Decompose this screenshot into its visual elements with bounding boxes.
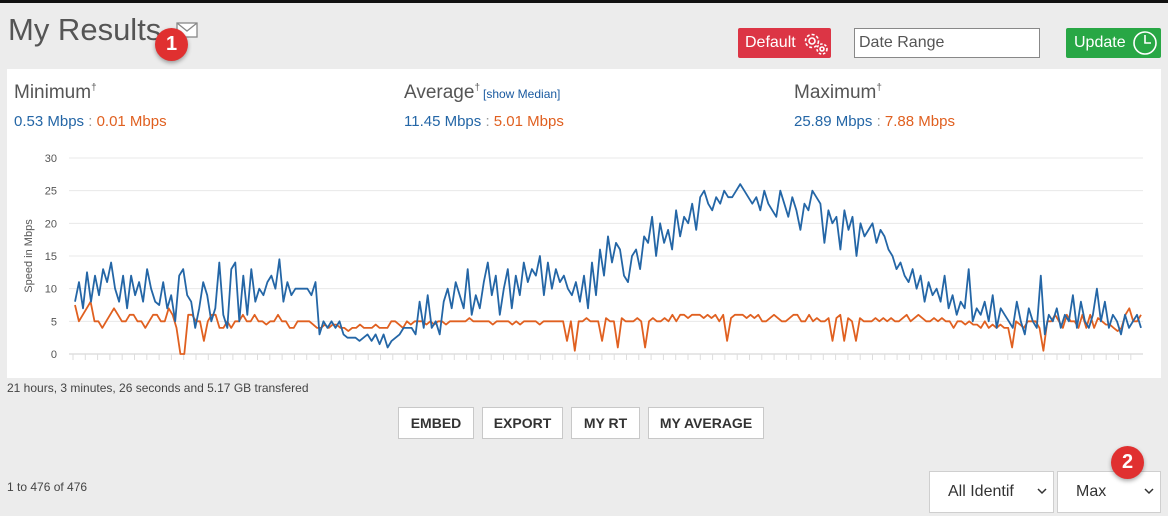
maximum-marker: † [876, 82, 882, 94]
speed-chart: 0 5 10 15 20 25 30 Speed in Mbps [23, 153, 1143, 361]
update-button[interactable]: Update [1066, 28, 1161, 58]
y-tick-label: 30 [45, 153, 57, 165]
y-tick-label: 15 [45, 251, 57, 263]
average-upload: 5.01 Mbps [493, 113, 564, 130]
chevron-down-icon [1144, 488, 1154, 495]
date-range-input[interactable] [854, 28, 1040, 58]
embed-button[interactable]: EMBED [398, 407, 474, 439]
my-average-button[interactable]: MY AVERAGE [648, 407, 764, 439]
minimum-label: Minimum [14, 82, 92, 103]
show-median-link[interactable]: [show Median] [483, 87, 561, 101]
y-tick-label: 0 [51, 349, 57, 361]
average-download: 11.45 Mbps [404, 113, 482, 130]
export-button[interactable]: EXPORT [482, 407, 563, 439]
chevron-down-icon [1037, 488, 1047, 495]
step-badge-2: 2 [1111, 446, 1144, 479]
maximum-label: Maximum [794, 82, 877, 103]
minimum-stat: Minimum† 0.53 Mbps : 0.01 Mbps [14, 82, 167, 130]
minimum-upload: 0.01 Mbps [96, 113, 167, 130]
transfer-summary: 21 hours, 3 minutes, 26 seconds and 5.17… [7, 381, 309, 395]
identifier-select-value: All Identif [948, 483, 1014, 500]
y-axis-label: Speed in Mbps [23, 219, 35, 293]
top-border [0, 0, 1168, 3]
average-separator: : [485, 113, 490, 130]
step-badge-1: 1 [155, 28, 188, 61]
maximum-separator: : [876, 113, 881, 130]
minimum-download: 0.53 Mbps [14, 113, 85, 130]
default-button-label: Default [745, 34, 796, 51]
maximum-stat: Maximum† 25.89 Mbps : 7.88 Mbps [794, 82, 955, 130]
y-tick-label: 20 [45, 218, 57, 230]
page-title: My Results [8, 12, 162, 47]
y-tick-label: 25 [45, 186, 57, 198]
y-tick-label: 5 [51, 316, 57, 328]
my-rt-button[interactable]: MY RT [571, 407, 640, 439]
maximum-upload: 7.88 Mbps [884, 113, 955, 130]
default-button[interactable]: Default [738, 28, 831, 58]
upload-series-line [74, 300, 1142, 355]
minimum-marker: † [91, 82, 97, 94]
gears-icon [804, 33, 828, 55]
metric-select-value: Max [1076, 483, 1107, 500]
identifier-select[interactable]: All Identif [929, 471, 1054, 513]
average-label: Average [404, 82, 475, 103]
y-tick-label: 10 [45, 284, 57, 296]
average-stat: Average† [show Median] 11.45 Mbps : 5.01 … [404, 82, 564, 130]
metric-select[interactable]: Max [1057, 471, 1161, 513]
maximum-download: 25.89 Mbps [794, 113, 873, 130]
update-button-label: Update [1074, 34, 1126, 51]
download-series-line [74, 183, 1142, 349]
results-count: 1 to 476 of 476 [7, 480, 88, 494]
minimum-separator: : [88, 113, 93, 130]
average-marker: † [474, 82, 480, 94]
clock-icon [1132, 31, 1157, 55]
